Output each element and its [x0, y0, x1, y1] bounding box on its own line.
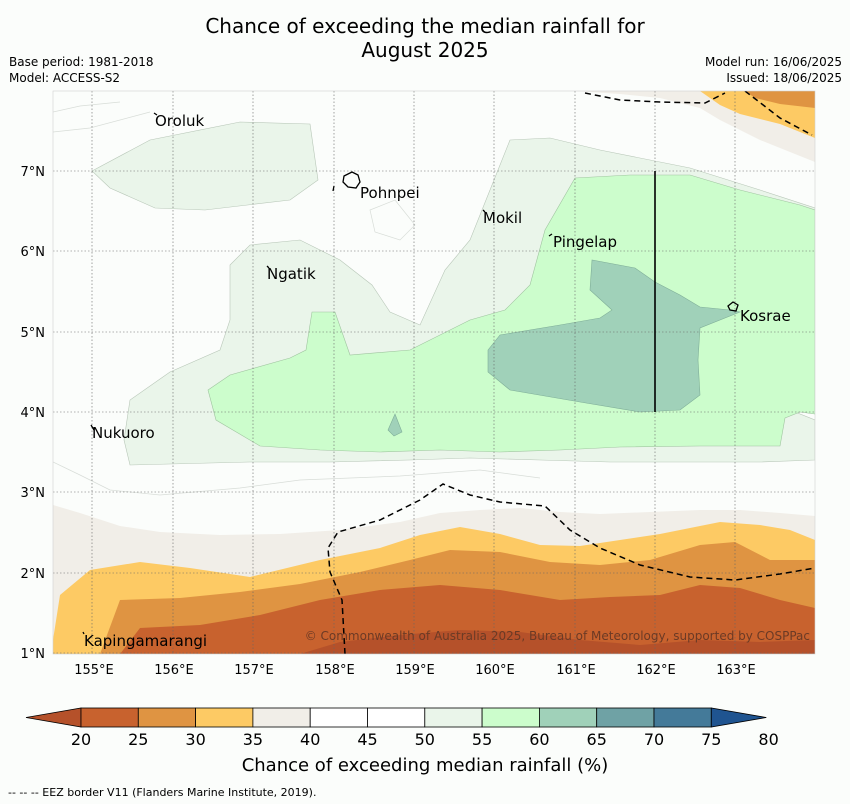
kosrae-island-shape [727, 301, 739, 312]
colorbar-tick-20: 20 [71, 730, 91, 749]
colorbar-tick-60: 60 [529, 730, 549, 749]
colorbar-swatch-2 [195, 707, 254, 728]
lat-tick-1: 1°N [21, 647, 46, 662]
longitude-tick-labels: 155°E 156°E 157°E 158°E 159°E 160°E 161°… [74, 663, 756, 678]
base-period-text: Base period: 1981-2018 [9, 55, 154, 69]
contour-25-30-south [120, 585, 815, 654]
lat-tick-6: 6°N [21, 245, 46, 260]
meta-left: Base period: 1981-2018 Model: ACCESS-S2 [9, 54, 154, 86]
map-frame [52, 90, 816, 655]
place-mokil: Mokil [483, 209, 522, 227]
pohnpei-island-shape [342, 171, 361, 189]
lat-tick-3: 3°N [21, 486, 46, 501]
atoll-marks [82, 112, 553, 635]
place-labels: Oroluk Pohnpei Mokil Pingelap Ngatik Kos… [84, 112, 791, 650]
colorbar: 20 25 30 35 40 45 50 55 60 65 70 75 80 [25, 707, 779, 749]
colorbar-swatch-0 [80, 707, 139, 728]
colorbar-tick-30: 30 [185, 730, 205, 749]
lat-tick-7: 7°N [21, 165, 46, 180]
place-kosrae: Kosrae [740, 307, 791, 325]
colorbar-tick-40: 40 [300, 730, 320, 749]
lon-tick-159: 159°E [395, 663, 435, 678]
lon-tick-160: 160°E [475, 663, 515, 678]
colorbar-tick-70: 70 [644, 730, 664, 749]
contour-20-25-south [300, 630, 815, 654]
colorbar-swatch-7 [481, 707, 540, 728]
place-oroluk: Oroluk [155, 112, 204, 130]
colorbar-tick-45: 45 [357, 730, 377, 749]
contour-30-35-north [745, 91, 815, 108]
place-pingelap: Pingelap [553, 233, 617, 251]
contour-65-70-spot [387, 413, 403, 437]
colorbar-swatch-10 [653, 707, 712, 728]
colorbar-swatch-4 [309, 707, 368, 728]
eez-borders [327, 91, 815, 654]
probability-field [53, 91, 815, 654]
place-nukuoro: Nukuoro [92, 424, 155, 442]
colorbar-tick-65: 65 [587, 730, 607, 749]
lon-tick-162: 162°E [636, 663, 676, 678]
title-line-1: Chance of exceeding the median rainfall … [205, 14, 645, 38]
lat-tick-5: 5°N [21, 326, 46, 341]
colorbar-tick-25: 25 [128, 730, 148, 749]
place-pohnpei: Pohnpei [360, 184, 420, 202]
colorbar-tick-55: 55 [472, 730, 492, 749]
contour-55-60-north [91, 121, 319, 211]
latitude-tick-labels: 7°N 6°N 5°N 4°N 3°N 2°N 1°N [21, 165, 46, 662]
place-ngatik: Ngatik [267, 265, 316, 283]
colorbar-tick-35: 35 [243, 730, 263, 749]
lon-tick-158: 158°E [315, 663, 355, 678]
place-kapingamarangi: Kapingamarangi [84, 632, 207, 650]
contour-65-70 [487, 259, 742, 413]
map-title: Chance of exceeding the median rainfall … [0, 14, 850, 62]
lon-tick-157: 157°E [234, 663, 274, 678]
lon-tick-156: 156°E [154, 663, 194, 678]
lat-tick-4: 4°N [21, 406, 46, 421]
colorbar-extend-high [710, 707, 767, 728]
colorbar-tick-50: 50 [415, 730, 435, 749]
colorbar-label: Chance of exceeding median rainfall (%) [241, 755, 609, 776]
colorbar-tick-80: 80 [758, 730, 778, 749]
model-text: Model: ACCESS-S2 [9, 71, 121, 85]
colorbar-swatch-8 [539, 707, 598, 728]
meta-right: Model run: 16/06/2025 Issued: 18/06/2025 [705, 54, 842, 86]
colorbar-swatch-3 [252, 707, 311, 728]
lon-tick-161: 161°E [556, 663, 596, 678]
colorbar-tick-75: 75 [701, 730, 721, 749]
eez-footnote: -- -- -- EEZ border V11 (Flanders Marine… [8, 786, 317, 799]
colorbar-extend-low [25, 707, 82, 728]
lat-tick-2: 2°N [21, 567, 46, 582]
colorbar-swatch-6 [424, 707, 483, 728]
colorbar-swatch-9 [596, 707, 655, 728]
colorbar-swatch-1 [137, 707, 197, 728]
title-line-2: August 2025 [361, 38, 489, 62]
colorbar-swatch-5 [367, 707, 426, 728]
ghost-contour-lines [53, 101, 541, 496]
model-run-text: Model run: 16/06/2025 [704, 55, 842, 69]
graticule [53, 91, 815, 654]
island-outlines [82, 112, 739, 635]
lon-tick-155: 155°E [74, 663, 114, 678]
issued-text: Issued: 18/06/2025 [726, 71, 842, 85]
lon-tick-163: 163°E [716, 663, 756, 678]
copyright-notice: © Commonwealth of Australia 2025, Bureau… [305, 629, 810, 643]
